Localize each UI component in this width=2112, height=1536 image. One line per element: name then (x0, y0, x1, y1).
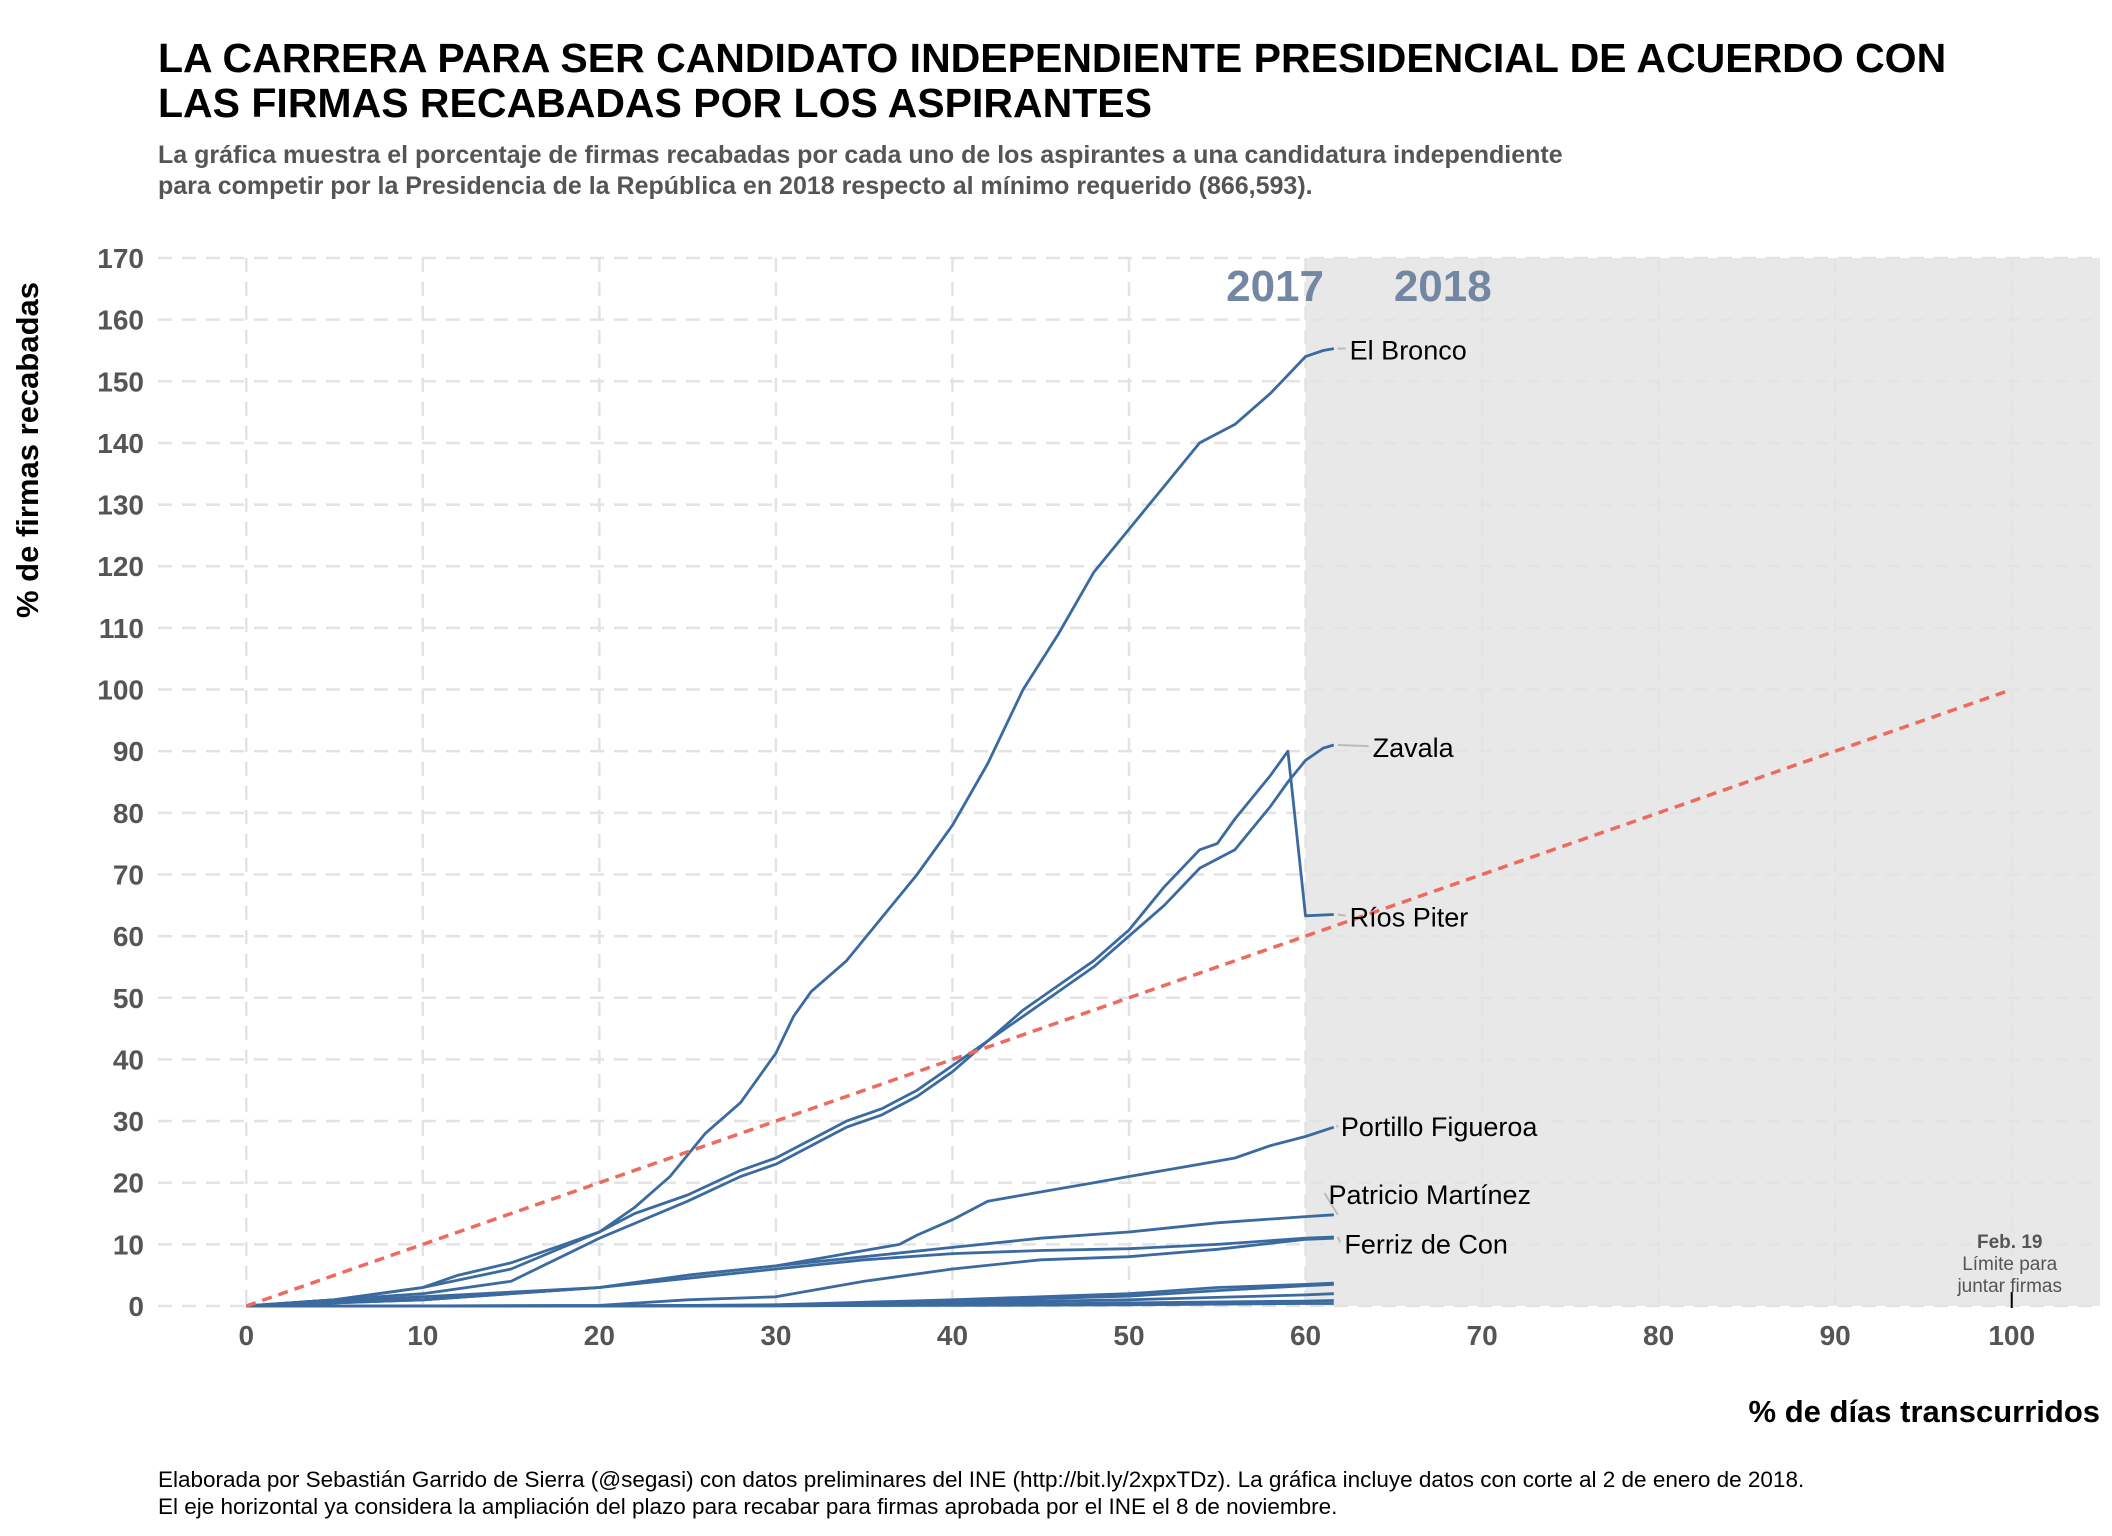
series-line (246, 1302, 1334, 1308)
shaded-region-2018 (1305, 258, 2100, 1306)
y-axis-title: % de firmas recabadas (10, 282, 45, 618)
chart-subtitle-line-2: para competir por la Presidencia de la R… (158, 172, 1313, 200)
label-leader-line (1337, 913, 1346, 917)
label-leader-line (1336, 1236, 1342, 1243)
y-tick-label: 0 (128, 1291, 144, 1322)
y-tick-label: 140 (97, 428, 144, 459)
label-leader-line (1335, 1124, 1339, 1128)
caption-line-2: El eje horizontal ya considera la amplia… (158, 1494, 1338, 1519)
year-label: 2017 (1226, 262, 1324, 311)
x-tick-label: 30 (760, 1320, 791, 1351)
x-axis-title: % de días transcurridos (1749, 1394, 2100, 1429)
chart-title-line-2: LAS FIRMAS RECABADAS POR LOS ASPIRANTES (158, 80, 1152, 126)
y-tick-label: 80 (113, 798, 144, 829)
series-label: Patricio Martínez (1328, 1180, 1531, 1210)
x-tick-label: 10 (407, 1320, 438, 1351)
y-tick-label: 60 (113, 921, 144, 952)
label-leader-line (1323, 1192, 1339, 1216)
deadline-line-2: juntar firmas (1956, 1276, 2062, 1297)
series-line-r-os-piter (246, 749, 1334, 1308)
chart-subtitle-line-1: La gráfica muestra el porcentaje de firm… (158, 141, 1563, 169)
y-tick-label: 40 (113, 1044, 144, 1075)
reference-line (245, 687, 2013, 1308)
series-line-el-bronco (246, 347, 1335, 1308)
y-tick-label: 20 (113, 1168, 144, 1199)
x-tick-label: 100 (1988, 1320, 2035, 1351)
deadline-title: Feb. 19 (1977, 1232, 2042, 1253)
x-tick-label: 80 (1643, 1320, 1674, 1351)
y-tick-label: 170 (97, 243, 144, 274)
series-label: Zavala (1373, 733, 1455, 763)
x-tick-label: 0 (238, 1320, 254, 1351)
chart-title: LA CARRERA PARA SER CANDIDATO INDEPENDIE… (158, 36, 2078, 126)
signatures-line-chart: 0102030405060708090100110120130140150160… (10, 243, 2100, 1429)
y-tick-label: 150 (97, 366, 144, 397)
caption-line-1: Elaborada por Sebastián Garrido de Sierr… (158, 1467, 1805, 1492)
x-tick-label: 60 (1290, 1320, 1321, 1351)
series-line-portillo-figueroa (246, 1125, 1335, 1308)
y-tick-label: 160 (97, 305, 144, 336)
y-tick-label: 90 (113, 736, 144, 767)
y-tick-label: 130 (97, 490, 144, 521)
series-label: Ríos Piter (1350, 903, 1469, 933)
y-tick-label: 70 (113, 859, 144, 890)
y-tick-label: 50 (113, 983, 144, 1014)
year-label: 2018 (1394, 262, 1492, 311)
chart-caption: Elaborada por Sebastián Garrido de Sierr… (158, 1466, 2098, 1520)
series-line-zavala (246, 743, 1335, 1308)
y-tick-label: 30 (113, 1106, 144, 1137)
y-tick-label: 100 (97, 675, 144, 706)
series-label: Ferriz de Con (1344, 1229, 1508, 1259)
chart-subtitle: La gráfica muestra el porcentaje de firm… (158, 140, 2058, 202)
y-tick-label: 110 (99, 613, 144, 644)
label-leader-line (1337, 744, 1369, 748)
y-tick-label: 120 (97, 551, 144, 582)
y-tick-label: 10 (113, 1229, 144, 1260)
x-tick-label: 70 (1467, 1320, 1498, 1351)
series-label: El Bronco (1350, 335, 1467, 365)
series-line-ferriz-de-con (246, 1235, 1334, 1308)
x-tick-label: 90 (1820, 1320, 1851, 1351)
series-label: Portillo Figueroa (1341, 1112, 1539, 1142)
x-tick-label: 50 (1113, 1320, 1144, 1351)
deadline-line-1: Límite para (1962, 1254, 2057, 1275)
x-tick-label: 20 (584, 1320, 615, 1351)
x-tick-label: 40 (937, 1320, 968, 1351)
chart-title-line-1: LA CARRERA PARA SER CANDIDATO INDEPENDIE… (158, 35, 1947, 81)
